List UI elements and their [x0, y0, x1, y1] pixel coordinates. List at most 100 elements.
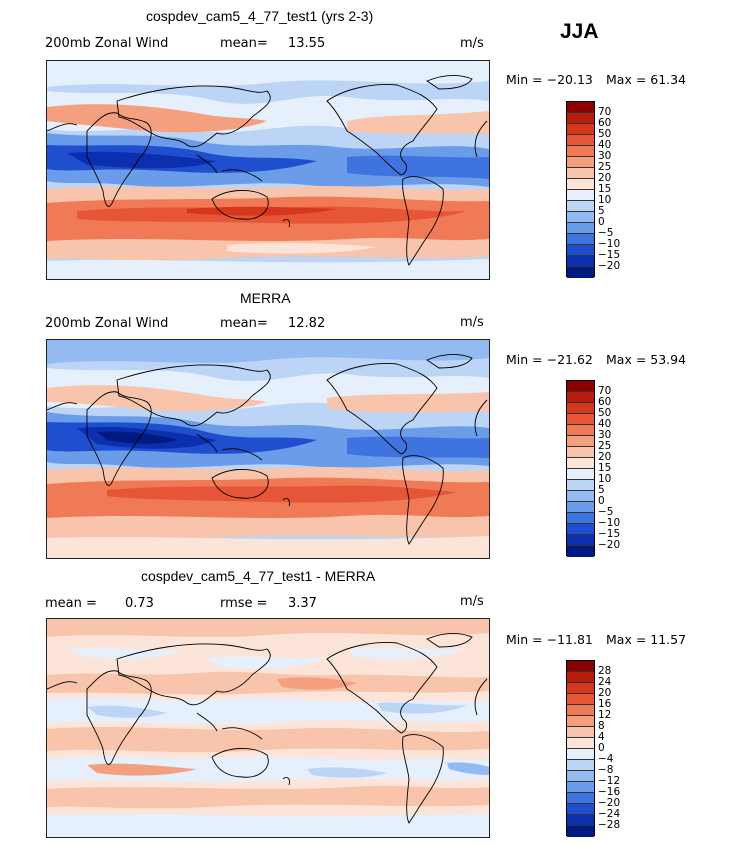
panel-1-color-swatch: [567, 190, 594, 201]
panel-2-color-swatch: [567, 403, 594, 414]
colorbar-tick: 5: [598, 204, 605, 217]
panel-1-units: m/s: [460, 36, 484, 51]
colorbar-tick: 20: [598, 450, 612, 463]
colorbar-tick: 70: [598, 384, 612, 397]
colorbar-tick: 40: [598, 138, 612, 151]
panel-1-mean-value: 13.55: [288, 36, 326, 51]
panel-2-color-swatch: [567, 546, 594, 557]
panel-2-min: Min = −21.62: [506, 352, 593, 367]
panel-3-rmse-value: 3.37: [288, 596, 317, 611]
panel-3-units: m/s: [460, 594, 484, 609]
panel-3-color-swatch: [567, 727, 594, 738]
panel-2-color-swatch: [567, 535, 594, 546]
colorbar-tick: −10: [598, 237, 621, 250]
panel-1-min: Min = −20.13: [506, 72, 593, 87]
panel-2-map: [46, 339, 490, 559]
colorbar-tick: 40: [598, 417, 612, 430]
panel-2-color-swatch: [567, 458, 594, 469]
colorbar-tick: 10: [598, 472, 612, 485]
colorbar-tick: −12: [598, 774, 621, 787]
panel-1-map: [46, 60, 490, 280]
panel-1-color-swatch: [567, 179, 594, 190]
panel-3-color-swatch: [567, 771, 594, 782]
colorbar-tick: 20: [598, 686, 612, 699]
panel-1-color-swatch: [567, 168, 594, 179]
panel-2-color-swatch: [567, 524, 594, 535]
panel-3-rmse-label: rmse =: [220, 596, 268, 611]
colorbar-tick: −20: [598, 796, 621, 809]
panel-2-color-swatch: [567, 491, 594, 502]
panel-3-color-swatch: [567, 661, 594, 672]
panel-3-mean-label: mean =: [45, 596, 97, 611]
panel-2-color-swatch: [567, 381, 594, 392]
panel-3-color-swatch: [567, 694, 594, 705]
panel-2-field-label: 200mb Zonal Wind: [45, 316, 169, 331]
panel-1-color-swatch: [567, 267, 594, 278]
panel-3-colorbar-ticks: 28 24 20 16 12 8 4 0 −4 −8 −12 −16 −20 −…: [598, 660, 621, 830]
colorbar-tick: 0: [598, 215, 605, 228]
panel-2-color-swatch: [567, 447, 594, 458]
colorbar-tick: 25: [598, 439, 612, 452]
colorbar-tick: 50: [598, 127, 612, 140]
colorbar-tick: 60: [598, 395, 612, 408]
panel-3-color-swatch: [567, 705, 594, 716]
colorbar-tick: 60: [598, 116, 612, 129]
season-label: JJA: [560, 20, 599, 43]
colorbar-tick: 30: [598, 149, 612, 162]
panel-3-color-swatch: [567, 683, 594, 694]
colorbar-tick: 24: [598, 675, 612, 688]
panel-1-color-swatch: [567, 234, 594, 245]
colorbar-tick: 15: [598, 461, 612, 474]
colorbar-tick: −10: [598, 516, 621, 529]
colorbar-tick: −16: [598, 785, 621, 798]
panel-1-title: cospdev_cam5_4_77_test1 (yrs 2-3): [146, 8, 374, 24]
panel-2-units: m/s: [460, 315, 484, 330]
colorbar-tick: 50: [598, 406, 612, 419]
panel-1-color-swatch: [567, 135, 594, 146]
colorbar-tick: −24: [598, 807, 621, 820]
panel-3-color-swatch: [567, 826, 594, 837]
panel-3-min: Min = −11.81: [506, 632, 593, 647]
panel-3-color-swatch: [567, 793, 594, 804]
colorbar-tick: −28: [598, 818, 621, 831]
colorbar-tick: −5: [598, 226, 614, 239]
panel-2-color-swatch: [567, 502, 594, 513]
colorbar-tick: 28: [598, 664, 612, 677]
panel-3-mean-value: 0.73: [125, 596, 154, 611]
panel-1-color-swatch: [567, 256, 594, 267]
colorbar-tick: −20: [598, 259, 621, 272]
panel-3-max: Max = 11.57: [606, 632, 687, 647]
colorbar-tick: 30: [598, 428, 612, 441]
panel-2-max: Max = 53.94: [606, 352, 687, 367]
colorbar-tick: 20: [598, 171, 612, 184]
panel-3-color-swatch: [567, 716, 594, 727]
panel-3-color-swatch: [567, 738, 594, 749]
colorbar-tick: −4: [598, 752, 614, 765]
panel-1-color-swatch: [567, 157, 594, 168]
panel-1-color-swatch: [567, 146, 594, 157]
colorbar-tick: 25: [598, 160, 612, 173]
panel-1-color-swatch: [567, 212, 594, 223]
panel-3-color-swatch: [567, 804, 594, 815]
panel-3-color-swatch: [567, 815, 594, 826]
panel-3-color-swatch: [567, 749, 594, 760]
panel-2-color-swatch: [567, 469, 594, 480]
panel-3-colorbar: [566, 660, 595, 837]
panel-1-color-swatch: [567, 245, 594, 256]
panel-1-colorbar: [566, 101, 595, 278]
colorbar-tick: −5: [598, 505, 614, 518]
colorbar-tick: −20: [598, 538, 621, 551]
panel-1-color-swatch: [567, 124, 594, 135]
panel-3-title: cospdev_cam5_4_77_test1 - MERRA: [141, 568, 376, 584]
panel-3-color-swatch: [567, 760, 594, 771]
panel-2-colorbar: [566, 380, 595, 557]
panel-2-colorbar-ticks: 70 60 50 40 30 25 20 15 10 5 0 −5 −10 −1…: [598, 380, 621, 550]
panel-2-color-swatch: [567, 480, 594, 491]
panel-1-field-label: 200mb Zonal Wind: [45, 36, 169, 51]
panel-1-mean-label: mean=: [220, 36, 268, 51]
panel-2-color-swatch: [567, 392, 594, 403]
colorbar-tick: 16: [598, 697, 612, 710]
panel-2-title: MERRA: [240, 290, 291, 306]
colorbar-tick: 10: [598, 193, 612, 206]
colorbar-tick: −15: [598, 248, 621, 261]
